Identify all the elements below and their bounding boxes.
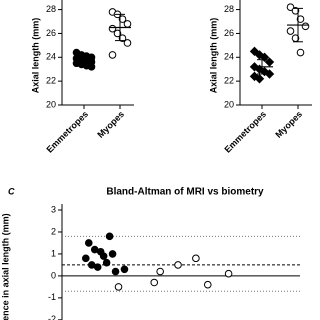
point	[296, 48, 305, 57]
point	[254, 74, 265, 84]
y-tick-label: 26	[46, 28, 56, 38]
x-tick-label: Emmetropes	[222, 109, 268, 155]
y-tick-label: -1	[48, 292, 56, 302]
y-tick-label: 3	[51, 204, 56, 214]
x-tick-label: Myopes	[273, 109, 304, 140]
point	[93, 263, 102, 271]
panel-label: C	[8, 186, 15, 196]
point	[108, 51, 117, 59]
x-tick-label: Emmetropes	[44, 109, 90, 155]
point	[301, 22, 310, 31]
chart-title: Bland-Altman of MRI vs biometry	[106, 187, 264, 198]
y-tick-label: 28	[224, 4, 234, 14]
point	[156, 267, 164, 276]
y-tick-label: 28	[46, 4, 56, 14]
point	[82, 254, 90, 263]
point	[108, 250, 117, 258]
point	[296, 15, 305, 23]
point	[291, 6, 300, 15]
point	[123, 20, 132, 28]
point	[111, 267, 120, 276]
y-tick-label: -2	[48, 314, 56, 320]
point	[118, 34, 127, 43]
point	[102, 258, 111, 267]
y-tick-label: 1	[51, 248, 56, 258]
point	[113, 29, 122, 38]
point	[264, 57, 275, 67]
y-tick-label: 22	[224, 76, 234, 86]
point	[123, 39, 132, 47]
point	[264, 69, 275, 79]
point	[224, 269, 233, 278]
y-tick-label: 26	[224, 28, 234, 38]
point	[286, 27, 295, 35]
point	[114, 283, 123, 291]
y-tick-label: 0	[51, 270, 56, 280]
point	[150, 278, 159, 287]
y-tick-label: 24	[224, 52, 234, 62]
y-tick-label: 20	[46, 99, 56, 109]
point	[99, 252, 108, 260]
y-tick-label: 24	[46, 52, 56, 62]
point	[87, 63, 96, 71]
point	[192, 254, 200, 263]
point	[174, 261, 182, 269]
point	[84, 239, 93, 247]
y-axis-label: ence in axial length (mm)	[0, 213, 10, 320]
x-tick-label: Myopes	[95, 109, 126, 140]
y-tick-label: 22	[46, 76, 56, 86]
y-tick-label: 20	[224, 99, 234, 109]
point	[120, 265, 129, 274]
point	[203, 280, 212, 289]
point	[105, 232, 114, 241]
point	[118, 15, 127, 23]
y-tick-label: 2	[51, 226, 56, 236]
y-axis-label: Axial length (mm)	[30, 18, 40, 94]
y-axis-label: Axial length (mm)	[208, 18, 218, 94]
point	[286, 3, 295, 11]
